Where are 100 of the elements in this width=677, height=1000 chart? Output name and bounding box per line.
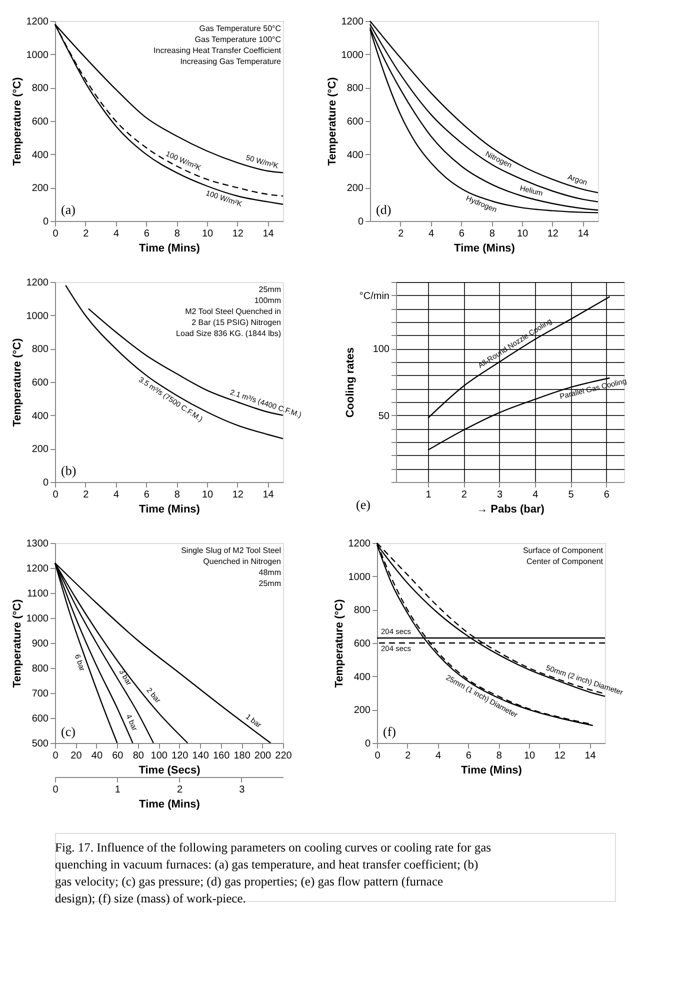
- y-tick-label: 0: [364, 738, 371, 750]
- annotation: Single Slug of M2 Tool Steel: [181, 546, 282, 555]
- x-tick-label: 14: [262, 228, 274, 240]
- x2-tick-label: 2: [176, 784, 183, 796]
- y-tick-label: 400: [346, 150, 364, 161]
- x-tick-label: 3: [497, 490, 504, 500]
- x-tick-label: 6: [144, 490, 150, 500]
- y-tick-label: 1200: [341, 16, 364, 28]
- y-tick-label: 200: [346, 183, 364, 194]
- y-axis-title: Temperature (°C): [11, 598, 24, 688]
- y-tick-label: 0: [42, 216, 49, 228]
- annotation: Increasing Gas Temperature: [180, 57, 282, 66]
- x-tick-label: 2: [461, 490, 468, 500]
- y-tick-label: 600: [32, 714, 49, 724]
- y-axis-title: Temperature (°C): [333, 598, 346, 688]
- x-tick-label: 2: [83, 490, 90, 500]
- x-tick-label: 8: [489, 228, 496, 240]
- x-tick-label: 180: [234, 750, 251, 762]
- x2-tick-label: 0: [52, 784, 59, 796]
- annotation: 48mm: [258, 568, 282, 577]
- y-tick-label: 1000: [26, 310, 49, 322]
- text: Fig. 17. Influence of the following parameters on cooling curves or cooling rate for gas quenching in vacuum furnaces: (a) gas temperature, and heat transfer coefficient; (b) gas velocity; (c) gas pressure; (d) gas properties; (e) gas flow pattern (furnace design); (f) size (mass) of work-piece.: [55, 840, 492, 906]
- y-tick-label: 1200: [348, 538, 371, 550]
- x-tick-label: 2: [398, 228, 404, 240]
- y-tick-label: 400: [32, 150, 49, 161]
- y-tick-label: 1300: [26, 538, 49, 550]
- x-tick-label: 5: [568, 490, 574, 500]
- text: (e): [356, 497, 370, 512]
- y-tick-label: 600: [346, 116, 364, 128]
- x-tick-label: 4: [114, 228, 120, 240]
- y-tick-label: 400: [354, 672, 371, 683]
- y-tick-label: 0: [358, 216, 364, 228]
- x-tick-label: 4: [436, 750, 442, 762]
- x-tick-label: 1: [426, 490, 432, 500]
- x-tick-label: 10: [202, 490, 214, 500]
- y-tick-label: 1200: [26, 278, 49, 288]
- annotation: Increasing Heat Transfer Coefficient: [154, 46, 282, 55]
- y-tick-label: 200: [32, 183, 49, 194]
- x-tick-label: 40: [91, 750, 103, 762]
- y-tick-label: °C/min: [359, 290, 390, 302]
- annotation: Surface of Component: [522, 546, 604, 555]
- x-tick-label: 8: [496, 750, 502, 762]
- x-axis-title: → Pabs (bar): [476, 504, 545, 516]
- y-tick-label: 200: [32, 444, 49, 456]
- x-tick-label: 14: [584, 750, 596, 762]
- annotation: Quenched in Nitrogen: [203, 557, 281, 566]
- y-tick-label: 800: [32, 344, 49, 356]
- annotation: 25mm: [258, 285, 282, 294]
- x-tick-label: 200: [254, 750, 272, 762]
- y-tick-label: 1100: [26, 588, 49, 600]
- annotation: Load Size 836 KG. (1844 lbs): [176, 329, 282, 338]
- y-tick-label: 0: [42, 478, 49, 488]
- annotation: Center of Component: [526, 557, 604, 566]
- y-tick-label: 900: [32, 638, 49, 650]
- x-tick-label: 80: [132, 750, 144, 762]
- y-tick-label: 600: [32, 116, 49, 128]
- x-tick-label: 12: [547, 228, 559, 240]
- x2-axis-title: Time (Mins): [139, 798, 200, 810]
- x-axis-title: Time (Mins): [139, 242, 200, 254]
- y-axis-title: Temperature (°C): [11, 338, 24, 427]
- x-tick-label: 12: [232, 490, 244, 500]
- y-tick-label: 800: [346, 83, 364, 94]
- x-tick-label: 6: [466, 750, 472, 762]
- y-tick-label: 800: [354, 605, 371, 616]
- y-tick-label: 500: [32, 738, 49, 750]
- y-tick-label: 1000: [341, 50, 364, 61]
- x-tick-label: 160: [212, 750, 230, 762]
- y-tick-label: 1000: [26, 614, 49, 624]
- annotation: M2 Tool Steel Quenched in: [185, 307, 281, 316]
- y-tick-label: 400: [32, 410, 49, 422]
- y-tick-label: 50: [378, 410, 390, 422]
- x-tick-label: 100: [150, 750, 168, 762]
- x-tick-label: 120: [172, 750, 189, 762]
- y-tick-label: 1000: [26, 50, 49, 61]
- y-tick-label: 1000: [348, 572, 371, 583]
- x-tick-label: 6: [604, 490, 610, 500]
- y-tick-label: 700: [32, 688, 49, 700]
- annotation: 2 Bar (15 PSIG) Nitrogen: [192, 318, 281, 327]
- x-tick-label: 10: [202, 228, 214, 240]
- x-tick-label: 20: [70, 750, 82, 762]
- annotation: Gas Temperature 100°C: [194, 35, 282, 44]
- annotation: 25mm: [258, 579, 282, 588]
- y-tick-label: 600: [354, 638, 371, 650]
- y-tick-label: 100: [372, 344, 390, 356]
- x-tick-label: 0: [52, 228, 59, 240]
- annotation: Gas Temperature 50°C: [199, 24, 282, 33]
- x-tick-label: 8: [174, 228, 180, 240]
- x-tick-label: 14: [578, 228, 590, 240]
- y-axis-title: Temperature (°C): [11, 76, 24, 166]
- x-tick-label: 12: [554, 750, 566, 762]
- y-axis-title: Temperature (°C): [326, 76, 338, 166]
- annotation: 100mm: [254, 296, 282, 305]
- x-tick-label: 2: [405, 750, 412, 762]
- x-tick-label: 6: [144, 228, 150, 240]
- x-axis-title: Time (Secs): [138, 764, 201, 776]
- text: (c): [61, 724, 76, 739]
- x-tick-label: 0: [52, 490, 59, 500]
- y-tick-label: 1200: [26, 16, 49, 28]
- x-tick-label: 4: [532, 490, 539, 500]
- y-tick-label: 800: [32, 664, 49, 674]
